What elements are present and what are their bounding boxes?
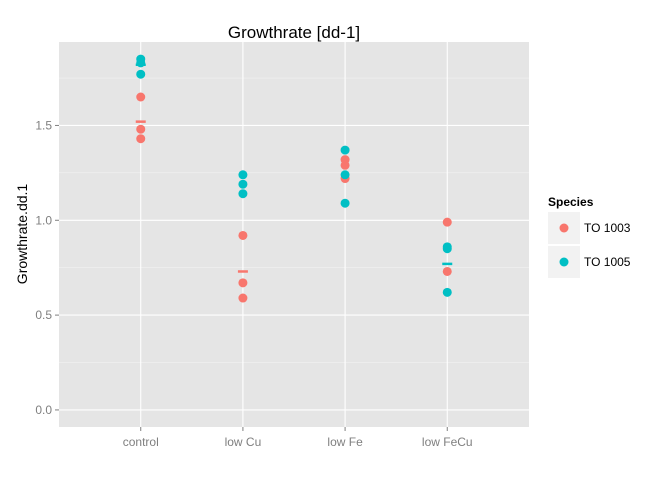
y-axis-ticks: 0.0 0.5 1.0 1.5 bbox=[35, 118, 59, 417]
data-point bbox=[340, 170, 350, 180]
data-point bbox=[238, 278, 248, 288]
x-tick-label: low Cu bbox=[225, 435, 262, 449]
data-point bbox=[136, 58, 146, 68]
data-point bbox=[340, 160, 350, 170]
legend-label: TO 1005 bbox=[584, 255, 631, 269]
y-tick-label: 0.0 bbox=[35, 403, 52, 417]
legend-title: Species bbox=[548, 195, 594, 209]
x-tick-label: low Fe bbox=[327, 435, 363, 449]
x-tick-label: control bbox=[123, 435, 159, 449]
data-point bbox=[238, 179, 248, 189]
x-tick-label: low FeCu bbox=[422, 435, 473, 449]
y-tick-label: 0.5 bbox=[35, 308, 52, 322]
legend-items: TO 1003 TO 1005 bbox=[548, 212, 631, 278]
legend-swatch bbox=[559, 223, 569, 233]
data-point bbox=[136, 92, 146, 102]
data-point bbox=[238, 230, 248, 240]
data-point bbox=[136, 134, 146, 144]
legend-label: TO 1003 bbox=[584, 221, 631, 235]
legend: Species TO 1003 TO 1005 bbox=[548, 195, 631, 278]
data-point bbox=[238, 293, 248, 303]
data-point bbox=[340, 145, 350, 155]
panel-background bbox=[59, 42, 529, 427]
data-point bbox=[238, 170, 248, 180]
y-tick-label: 1.5 bbox=[35, 118, 52, 132]
data-point bbox=[442, 266, 452, 276]
data-point bbox=[442, 244, 452, 254]
grid-layer bbox=[59, 42, 529, 427]
chart-title: Growthrate [dd-1] bbox=[228, 23, 360, 42]
legend-swatch bbox=[559, 257, 569, 267]
data-point bbox=[442, 287, 452, 297]
data-points bbox=[136, 54, 452, 303]
data-point bbox=[442, 217, 452, 227]
data-point bbox=[136, 124, 146, 134]
data-point bbox=[238, 189, 248, 199]
y-tick-label: 1.0 bbox=[35, 213, 52, 227]
x-axis-ticks: control low Cu low Fe low FeCu bbox=[123, 427, 473, 449]
y-axis-title: Growthrate.dd.1 bbox=[14, 184, 30, 285]
data-point bbox=[136, 69, 146, 79]
data-point bbox=[340, 198, 350, 208]
